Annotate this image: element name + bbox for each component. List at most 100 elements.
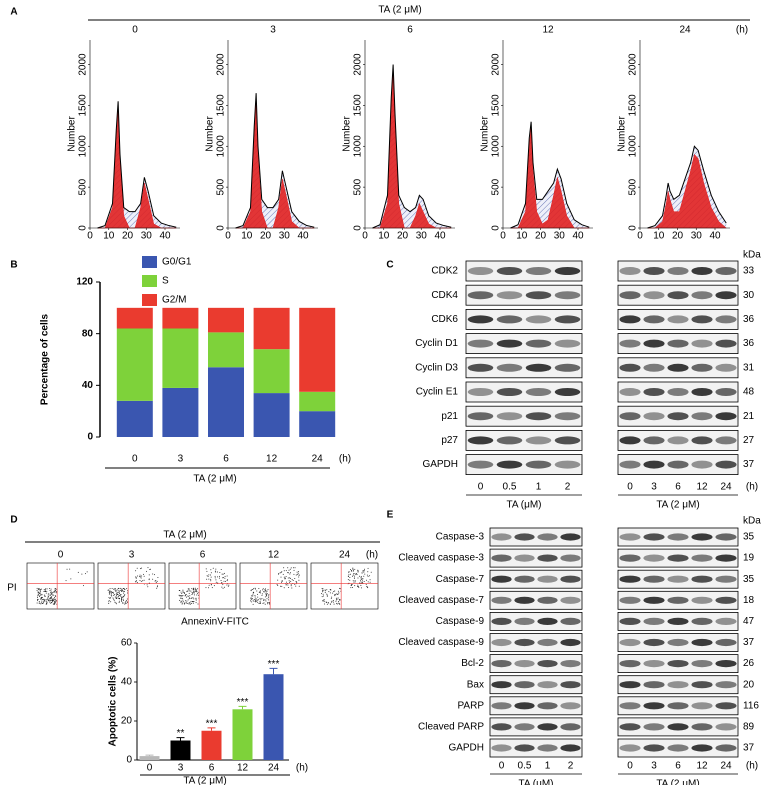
flow-dot: [46, 598, 48, 600]
blot-label: CDK4: [431, 290, 458, 301]
flow-dot: [137, 575, 139, 577]
blot-band: [560, 596, 581, 604]
flow-dot: [53, 598, 55, 600]
flow-dot: [191, 592, 193, 594]
flow-dot: [146, 584, 148, 586]
flow-dot: [148, 574, 150, 576]
flow-dot: [135, 570, 137, 572]
flow-dot: [121, 591, 123, 593]
flow-dot: [347, 576, 349, 578]
y-axis-label: Number: [205, 116, 216, 152]
flow-dot: [191, 597, 193, 599]
significance-label: ***: [237, 697, 249, 708]
blot-band: [554, 267, 581, 275]
y-tick-label: 500: [78, 178, 89, 195]
x-tick-label: 0: [132, 454, 138, 465]
flow-dot: [49, 589, 51, 591]
flow-dot: [265, 600, 267, 602]
flow-dot: [268, 594, 270, 596]
flow-dot: [335, 600, 337, 602]
flow-dot: [253, 588, 255, 590]
x-tick-label: 0: [362, 231, 368, 242]
significance-label: ***: [268, 659, 280, 670]
blot-band: [691, 638, 713, 647]
blot-band: [537, 554, 558, 562]
histogram-area: [372, 64, 452, 229]
legend-swatch: [142, 294, 157, 306]
blot-label: Caspase-7: [436, 574, 485, 585]
flow-dot: [55, 590, 57, 592]
flow-dot: [224, 586, 226, 588]
flow-dot: [266, 593, 268, 595]
lane-label: 24: [720, 482, 732, 493]
flow-dot: [352, 569, 354, 571]
flow-dot: [362, 570, 364, 572]
flow-dot: [292, 567, 294, 569]
blot-band: [643, 460, 665, 469]
flow-dot: [267, 601, 269, 603]
unit-label: (h): [736, 25, 748, 36]
kda-label: 31: [743, 362, 755, 373]
flow-dot: [41, 598, 43, 600]
blot-frame: [489, 696, 583, 716]
flow-dot: [359, 582, 361, 584]
x-tick-label: 40: [434, 231, 446, 242]
flow-dot: [117, 597, 119, 599]
flow-dot: [363, 581, 365, 583]
flow-dot: [227, 579, 229, 581]
flow-dot: [115, 602, 117, 604]
flow-dot: [332, 592, 334, 594]
flow-dot: [325, 601, 327, 603]
flow-dot: [119, 587, 121, 589]
blot-band: [643, 339, 665, 348]
flow-dot: [44, 590, 46, 592]
blot-band: [619, 702, 641, 710]
flow-dot: [354, 568, 356, 570]
blot-band: [619, 436, 641, 445]
flow-dot: [43, 589, 45, 591]
flow-dot: [209, 574, 211, 576]
flow-dot: [139, 574, 141, 576]
blot-band: [619, 554, 641, 562]
flow-dot: [109, 590, 111, 592]
blot-band: [667, 617, 689, 626]
flow-dot: [251, 597, 253, 599]
blot-band: [619, 363, 641, 372]
flow-dot: [187, 595, 189, 597]
flow-dot: [110, 594, 112, 596]
flow-plot-frame: [97, 562, 166, 610]
blot-label: Cyclin D3: [415, 362, 458, 373]
fit-area: [647, 153, 727, 229]
blot-band: [537, 660, 558, 668]
flow-dot: [121, 590, 123, 592]
flow-dot: [142, 580, 144, 582]
flow-dot: [288, 580, 290, 582]
flow-dot: [251, 601, 253, 603]
y-tick-label: 1000: [491, 135, 502, 158]
lane-axis-label: TA (2 μM): [656, 779, 699, 785]
y-axis-label: Apoptotic cells (%): [108, 656, 119, 746]
flow-dot: [326, 603, 328, 605]
flow-dot: [264, 589, 266, 591]
x-tick-label: 30: [554, 231, 566, 242]
flow-dot: [55, 595, 57, 597]
flow-dot: [117, 594, 119, 596]
y-tick-label: 1000: [78, 135, 89, 158]
flow-dot: [210, 569, 212, 571]
panel-label: C: [386, 260, 393, 271]
blot-band: [667, 460, 689, 469]
blot-band: [715, 339, 737, 348]
bar-segment: [299, 411, 336, 437]
legend-label: G2/M: [162, 295, 186, 306]
flow-dot: [186, 602, 188, 604]
flow-dot: [331, 600, 333, 602]
flow-dot: [353, 577, 355, 579]
x-tick-label: 24: [268, 763, 280, 774]
flow-dot: [353, 573, 355, 575]
blot-band: [467, 436, 494, 445]
blot-band: [691, 575, 713, 583]
bar-segment: [162, 387, 199, 437]
flow-dot: [36, 589, 38, 591]
flow-dot: [251, 598, 253, 600]
